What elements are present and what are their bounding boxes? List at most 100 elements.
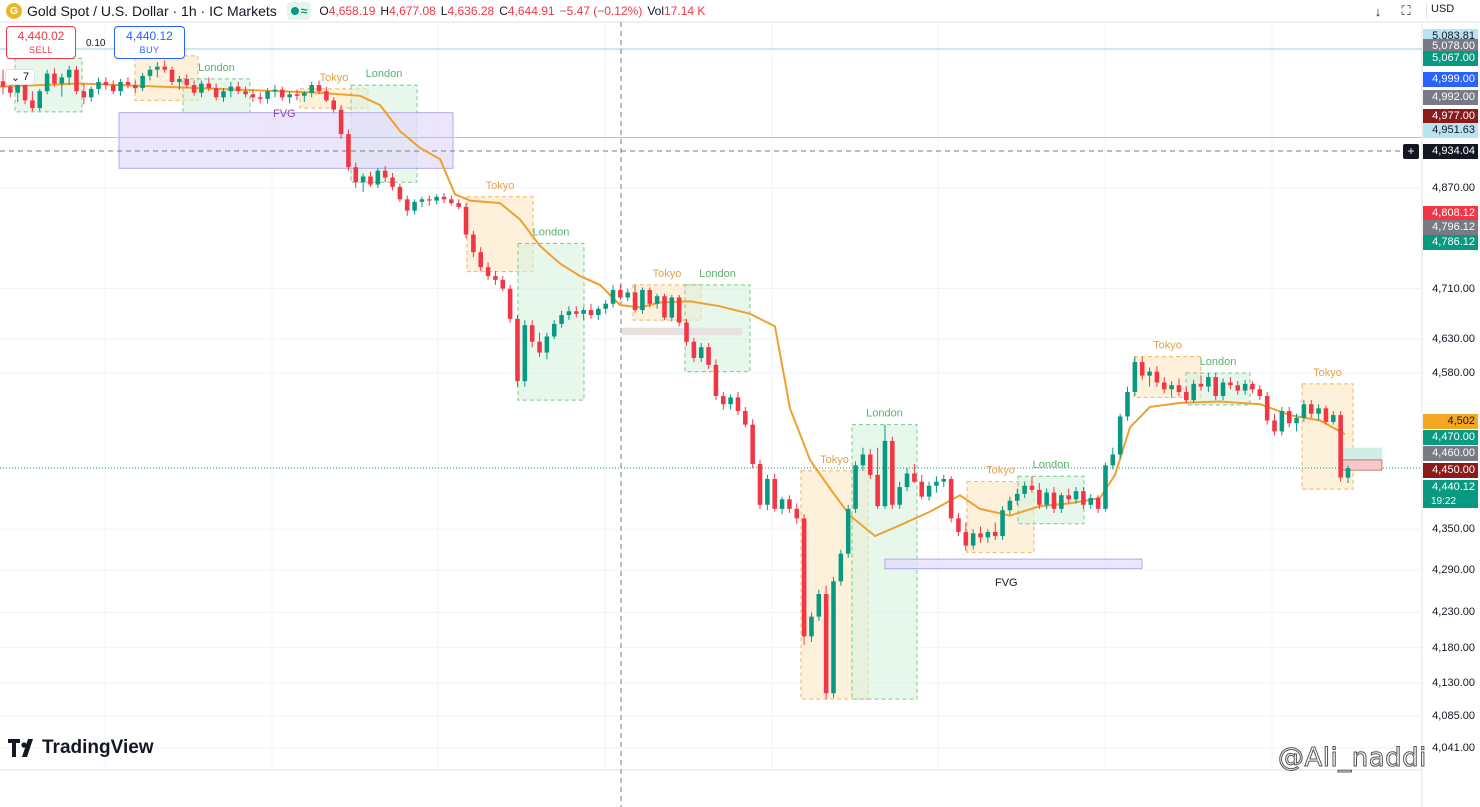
candle[interactable] <box>1154 371 1160 383</box>
candle[interactable] <box>500 279 506 289</box>
candle[interactable] <box>765 478 770 505</box>
candle[interactable] <box>551 323 557 337</box>
candle[interactable] <box>566 311 572 316</box>
candle[interactable] <box>904 473 910 488</box>
candle[interactable] <box>662 296 667 318</box>
price-marker-label[interactable]: 4,934.04 + <box>1403 143 1478 159</box>
candle[interactable] <box>1095 497 1101 509</box>
candle[interactable] <box>324 91 329 101</box>
candle[interactable] <box>309 85 314 93</box>
candle[interactable] <box>1316 408 1321 414</box>
candle[interactable] <box>1279 411 1285 432</box>
candle[interactable] <box>485 267 491 277</box>
candle[interactable] <box>941 478 947 482</box>
currency-selector[interactable]: USD <box>1426 3 1476 19</box>
order-block[interactable] <box>622 327 742 336</box>
candle[interactable] <box>1323 408 1329 422</box>
candle[interactable] <box>1022 485 1027 494</box>
candle[interactable] <box>1051 492 1057 509</box>
price-marker-label[interactable]: 5,078.00 <box>1423 38 1478 54</box>
candle[interactable] <box>213 88 219 98</box>
candle[interactable] <box>823 594 829 694</box>
candle[interactable] <box>1242 383 1248 391</box>
candle[interactable] <box>1037 489 1042 505</box>
candle[interactable] <box>360 176 366 183</box>
fullscreen-icon[interactable]: ⛶ <box>1401 3 1411 18</box>
candle[interactable] <box>15 78 20 93</box>
candle[interactable] <box>1198 383 1204 387</box>
candle[interactable] <box>926 485 932 497</box>
candle[interactable] <box>1088 497 1094 505</box>
candle[interactable] <box>66 69 72 78</box>
candle[interactable] <box>22 78 28 101</box>
candle[interactable] <box>934 481 939 486</box>
candle[interactable] <box>8 86 13 93</box>
indicators-collapse-button[interactable]: ⌄ 7 <box>5 69 35 85</box>
candle[interactable] <box>74 69 79 92</box>
candle[interactable] <box>956 518 961 532</box>
candle[interactable] <box>919 481 924 497</box>
add-alert-icon[interactable]: + <box>1403 143 1419 159</box>
position-tp-box[interactable] <box>1342 447 1382 460</box>
price-marker-label[interactable]: 4,808.12 <box>1423 206 1478 222</box>
candle[interactable] <box>698 347 704 359</box>
candle[interactable] <box>382 170 388 178</box>
candle[interactable] <box>669 297 675 318</box>
candle[interactable] <box>985 531 991 538</box>
candle[interactable] <box>463 206 469 235</box>
candle[interactable] <box>860 454 866 466</box>
candle[interactable] <box>1125 391 1130 417</box>
candle[interactable] <box>1147 371 1152 376</box>
candle[interactable] <box>368 176 373 185</box>
london-session-box[interactable] <box>517 242 585 401</box>
candle[interactable] <box>596 308 601 316</box>
candle[interactable] <box>890 440 895 505</box>
candle[interactable] <box>302 92 307 96</box>
candle[interactable] <box>559 315 564 324</box>
candle[interactable] <box>529 325 535 342</box>
candle[interactable] <box>419 199 425 202</box>
candle[interactable] <box>449 199 454 204</box>
candle[interactable] <box>177 78 182 82</box>
candle[interactable] <box>912 473 917 482</box>
candle[interactable] <box>720 396 726 405</box>
candle[interactable] <box>728 397 733 405</box>
candle[interactable] <box>353 167 359 183</box>
candle[interactable] <box>574 311 579 314</box>
candle[interactable] <box>1345 468 1351 478</box>
candle[interactable] <box>978 533 983 538</box>
candle[interactable] <box>632 292 638 311</box>
candle[interactable] <box>640 289 645 311</box>
price-marker-label[interactable]: 4,796.12 <box>1423 220 1478 235</box>
candle[interactable] <box>735 397 741 412</box>
fvg-zone[interactable] <box>884 558 1143 570</box>
candle[interactable] <box>59 77 65 84</box>
candle[interactable] <box>1073 491 1079 500</box>
fvg-zone[interactable] <box>118 112 454 169</box>
candle[interactable] <box>221 91 226 98</box>
candle[interactable] <box>647 289 653 304</box>
candle[interactable] <box>507 288 513 319</box>
candle[interactable] <box>544 336 550 353</box>
candle[interactable] <box>875 474 880 507</box>
candle[interactable] <box>243 91 248 95</box>
candle[interactable] <box>787 499 792 509</box>
price-marker-label[interactable]: 4,450.00 <box>1423 463 1478 479</box>
candle[interactable] <box>1117 416 1123 455</box>
candle[interactable] <box>1139 362 1145 376</box>
scroll-down-icon[interactable]: ↓ <box>1374 3 1382 19</box>
candle[interactable] <box>1308 404 1314 414</box>
candle[interactable] <box>684 322 689 342</box>
candle[interactable] <box>37 91 43 109</box>
candle[interactable] <box>1176 385 1182 392</box>
candle[interactable] <box>228 86 234 92</box>
candle[interactable] <box>103 82 109 86</box>
candle[interactable] <box>654 296 660 304</box>
candle[interactable] <box>1169 385 1174 390</box>
candle[interactable] <box>434 196 439 201</box>
candle[interactable] <box>794 508 800 519</box>
tokyo-session-box[interactable] <box>1301 383 1354 490</box>
ema-line-path[interactable] <box>0 82 1346 538</box>
candle[interactable] <box>331 100 337 110</box>
candle[interactable] <box>44 73 50 92</box>
